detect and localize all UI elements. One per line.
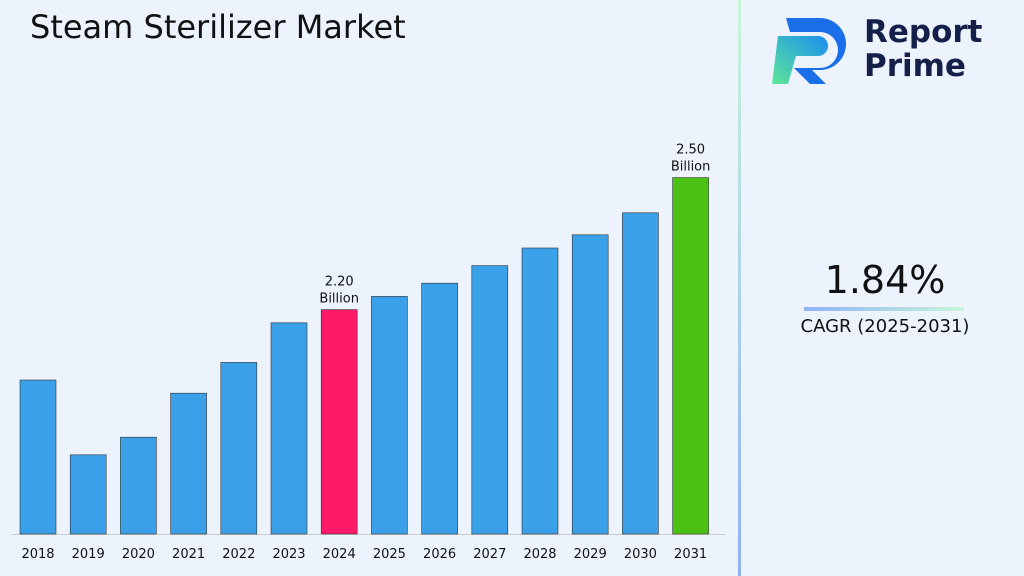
data-label-value-2024: 2.20: [325, 275, 354, 290]
x-tick-label-2030: 2030: [624, 547, 657, 562]
data-label-unit-2031: Billion: [671, 160, 711, 175]
x-tick-label-2023: 2023: [272, 547, 305, 562]
x-tick-label-2026: 2026: [423, 547, 456, 562]
x-tick-label-2022: 2022: [222, 547, 255, 562]
x-tick-label-2028: 2028: [523, 547, 556, 562]
x-tick-label-2029: 2029: [574, 547, 607, 562]
x-tick-label-2024: 2024: [323, 547, 356, 562]
x-tick-label-2031: 2031: [674, 547, 707, 562]
x-tick-label-2020: 2020: [122, 547, 155, 562]
bar-2025: [371, 296, 408, 535]
logo: Report Prime: [768, 14, 983, 84]
cagr-label: CAGR (2025-2031): [800, 316, 970, 337]
bar-2023: [270, 322, 308, 535]
divider: [738, 0, 741, 576]
report-prime-logo-icon: [772, 18, 846, 84]
bar-2029: [571, 234, 609, 535]
logo-text-report: Report: [864, 14, 983, 50]
x-tick-label-2025: 2025: [373, 547, 406, 562]
cagr-underline: [804, 307, 964, 311]
x-tick-label-2021: 2021: [172, 547, 205, 562]
bar-2031: [672, 177, 709, 535]
bar-2022: [220, 362, 258, 535]
bar-2020: [120, 436, 157, 535]
bar-2028: [521, 247, 559, 535]
cagr-value: 1.84%: [824, 258, 946, 302]
logo-text-prime: Prime: [864, 48, 966, 84]
chart-title: Steam Sterilizer Market: [30, 8, 406, 46]
bar-2021: [170, 392, 207, 535]
x-tick-label-2018: 2018: [21, 547, 54, 562]
bar-2026: [421, 282, 458, 535]
bar-2019: [69, 454, 107, 535]
bar-2030: [622, 212, 659, 535]
bar-2027: [471, 265, 509, 535]
x-tick-label-2019: 2019: [72, 547, 105, 562]
bar-2024: [320, 309, 358, 535]
bar-chart: 2018 2019 2020 2021 2022 2023 2024 2.20 Billion 2…: [12, 143, 726, 562]
x-tick-label-2027: 2027: [473, 547, 506, 562]
data-label-value-2031: 2.50: [676, 143, 705, 158]
data-label-unit-2024: Billion: [319, 292, 359, 307]
bar-2018: [19, 379, 57, 535]
